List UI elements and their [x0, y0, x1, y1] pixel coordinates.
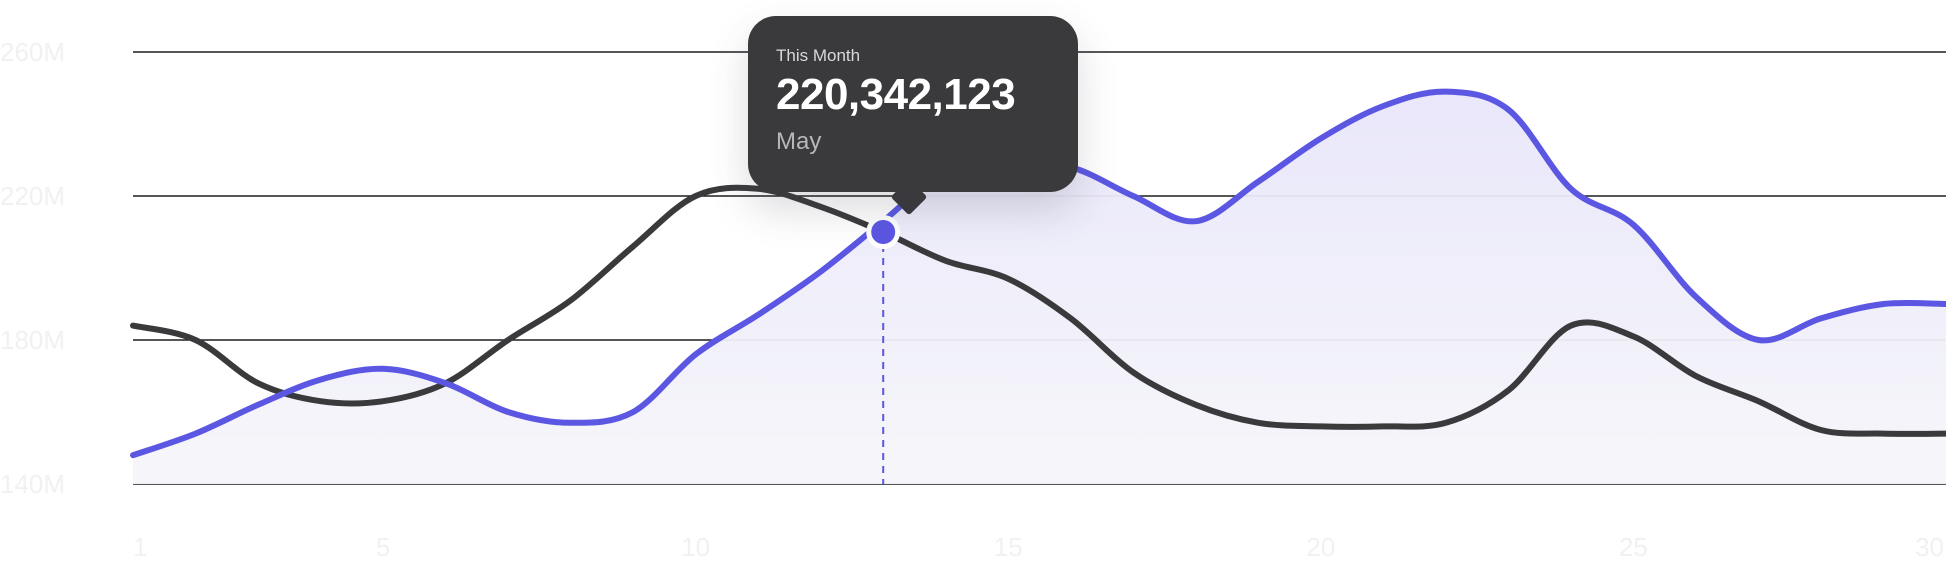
tooltip-value: 220,342,123 [776, 70, 1016, 119]
tooltip: This Month 220,342,123 May [748, 16, 1078, 192]
highlight-marker[interactable] [866, 215, 901, 484]
series-area [133, 91, 1946, 484]
y-tick-label: 180M [0, 325, 65, 355]
series-areas [133, 91, 1946, 484]
tooltip-month: May [776, 128, 822, 155]
highlight-point[interactable] [871, 220, 896, 244]
x-axis-ticks: 1 5 10 15 20 25 30 [133, 532, 1944, 562]
x-tick-label: 5 [376, 532, 390, 562]
x-tick-label: 15 [994, 532, 1023, 562]
x-tick-label: 1 [133, 532, 147, 562]
x-tick-label: 10 [681, 532, 710, 562]
x-tick-label: 25 [1619, 532, 1648, 562]
y-tick-label: 220M [0, 181, 65, 211]
tooltip-label: This Month [776, 46, 861, 65]
y-tick-label: 140M [0, 469, 65, 499]
x-tick-label: 20 [1306, 532, 1335, 562]
y-axis-ticks: 140M 180M 220M 260M [0, 37, 65, 499]
y-tick-label: 260M [0, 37, 65, 67]
x-tick-label: 30 [1915, 532, 1944, 562]
